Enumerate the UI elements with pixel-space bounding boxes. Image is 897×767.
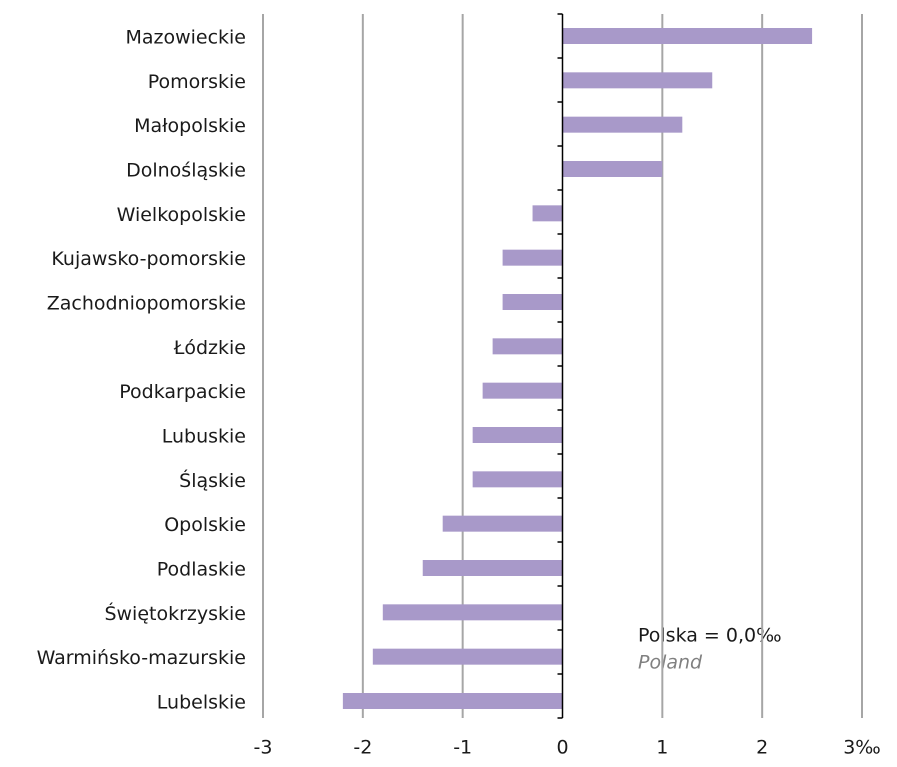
bar bbox=[442, 515, 563, 532]
y-tick-label: Podlaskie bbox=[157, 559, 246, 581]
x-tick-label: 1 bbox=[656, 737, 668, 759]
y-tick-label: Zachodniopomorskie bbox=[47, 293, 246, 315]
bar bbox=[562, 28, 813, 44]
y-tick-label: Świętokrzyskie bbox=[104, 601, 246, 625]
bar bbox=[422, 560, 563, 576]
bar bbox=[482, 382, 563, 399]
x-tick-label: 3‰ bbox=[843, 737, 881, 759]
x-tick-label: -2 bbox=[353, 737, 372, 759]
y-tick-label: Dolnośląskie bbox=[126, 160, 246, 182]
x-tick-label: 2 bbox=[756, 737, 768, 759]
bar bbox=[472, 427, 563, 443]
y-tick-label: Lubelskie bbox=[157, 692, 246, 714]
bar bbox=[492, 338, 563, 355]
y-tick-label: Lubuskie bbox=[162, 426, 246, 448]
bar bbox=[562, 161, 663, 177]
annotation: Poland bbox=[638, 652, 703, 674]
bar bbox=[562, 116, 683, 133]
y-tick-label: Śląskie bbox=[179, 468, 246, 492]
annotation: Polska = 0,0‰ bbox=[638, 625, 782, 647]
bar bbox=[342, 693, 563, 709]
bar bbox=[532, 205, 563, 222]
x-tick-label: 0 bbox=[556, 737, 568, 759]
bar bbox=[562, 72, 713, 89]
y-tick-label: Opolskie bbox=[164, 514, 246, 536]
bar bbox=[472, 471, 563, 488]
x-tick-label: -1 bbox=[453, 737, 472, 759]
y-tick-label: Łódzkie bbox=[173, 337, 246, 359]
bar bbox=[502, 249, 563, 266]
bar bbox=[372, 648, 563, 665]
y-tick-label: Kujawsko-pomorskie bbox=[51, 248, 246, 270]
y-tick-label: Podkarpackie bbox=[119, 381, 246, 403]
y-tick-label: Warmińsko-mazurskie bbox=[37, 647, 246, 669]
y-tick-label: Wielkopolskie bbox=[117, 204, 246, 226]
x-tick-label: -3 bbox=[254, 737, 273, 759]
bar bbox=[382, 604, 563, 621]
bar bbox=[502, 294, 563, 310]
y-tick-label: Pomorskie bbox=[148, 71, 246, 93]
y-tick-label: Mazowieckie bbox=[125, 27, 246, 49]
y-tick-label: Małopolskie bbox=[134, 115, 246, 137]
